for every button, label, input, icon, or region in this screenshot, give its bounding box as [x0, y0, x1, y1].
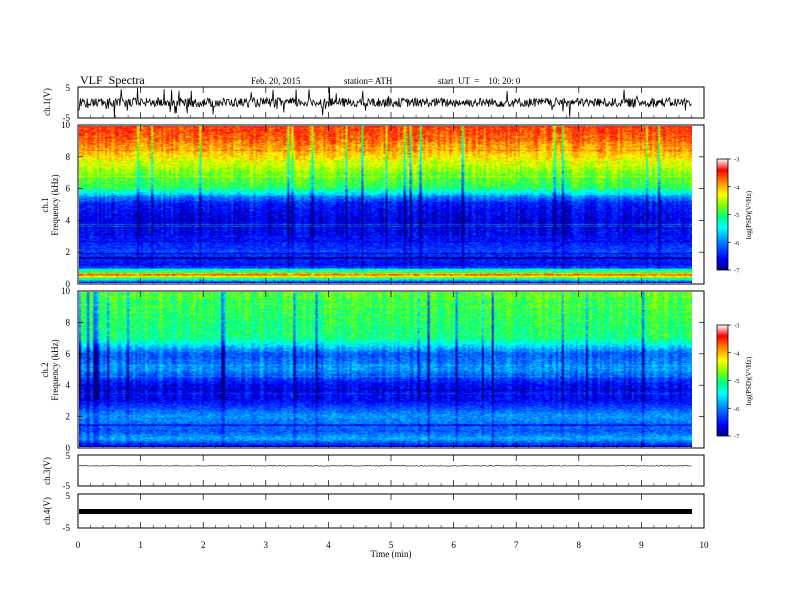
y-tick-label: 6: [66, 184, 71, 194]
ch2-spectrogram-image: [79, 292, 692, 447]
spec1-channel-label: ch.1: [40, 197, 50, 212]
colorbar-1: -3 -4 -5 -6 -7 log(PSD)(V²/Hz): [716, 157, 753, 275]
colorbar-1-label: log(PSD)(V²/Hz): [745, 190, 753, 239]
x-tick-label: 2: [201, 540, 206, 550]
colorbar-tick-label: -6: [734, 406, 740, 413]
ch1-ytick-neg5: -5: [63, 113, 71, 123]
colorbar-2-label: log(PSD)(V²/Hz): [745, 356, 753, 405]
ch2-spectrogram-yticks: 0 2 4 6 8 10: [61, 286, 704, 453]
y-tick-label: 4: [66, 215, 71, 225]
x-tick-label: 0: [76, 540, 81, 550]
colorbar-tick-label: -5: [734, 378, 739, 385]
start-time-label: start UT = 10: 20: 0: [438, 76, 521, 86]
y-tick-label: 0: [66, 443, 71, 453]
y-tick-label: 10: [61, 120, 71, 130]
colorbar-tick-label: -6: [734, 240, 740, 247]
y-tick-label: 8: [66, 317, 71, 327]
ch3-ytick-neg5: -5: [63, 481, 71, 491]
spec1-freq-label: Frequency (kHz): [50, 174, 60, 235]
ch1-spectrogram-image: [79, 126, 692, 283]
ch1-spectrogram-yticks: 0 2 4 6 8 10: [61, 120, 704, 289]
y-tick-label: 6: [66, 349, 71, 359]
spec2-freq-label: Frequency (kHz): [50, 339, 60, 400]
colorbar-tick-label: -5: [734, 212, 739, 219]
y-tick-label: 0: [66, 279, 71, 289]
x-tick-label: 9: [639, 540, 644, 550]
ch3-waveform-trace: [78, 465, 692, 467]
station-label: station= ATH: [344, 76, 393, 86]
ch1-ytick-5: 5: [66, 83, 71, 93]
colorbar-tick-label: -7: [734, 434, 740, 441]
x-tick-label: 10: [700, 540, 710, 550]
ch4-waveform-trace: [79, 509, 692, 514]
y-tick-label: 8: [66, 152, 71, 162]
figure-title: VLF Spectra: [80, 73, 145, 87]
spec2-channel-label: ch.2: [40, 362, 50, 377]
x-tick-label: 4: [326, 540, 331, 550]
ch3-ytick-5: 5: [66, 451, 71, 461]
ch3-ylabel: ch.3(V): [42, 457, 52, 485]
x-axis-label: Time (min): [371, 549, 412, 559]
ch4-ylabel: ch.4(V): [42, 497, 52, 525]
colorbar-2: -3 -4 -5 -6 -7 log(PSD)(V²/Hz): [716, 323, 753, 441]
ch4-ytick-neg5: -5: [63, 523, 71, 533]
x-tick-label: 6: [451, 540, 456, 550]
x-tick-label: 3: [264, 540, 269, 550]
colorbar-tick-label: -4: [734, 184, 740, 191]
y-tick-label: 2: [66, 412, 71, 422]
colorbar-tick-label: -7: [734, 268, 740, 275]
x-axis-ticks: 0 1 2 3 4 5 6 7 8 9 10: [76, 87, 709, 550]
colorbar-tick-label: -3: [734, 157, 739, 164]
x-tick-label: 7: [514, 540, 519, 550]
x-tick-label: 1: [138, 540, 143, 550]
colorbar-tick-label: -3: [734, 323, 739, 330]
ch1-ylabel: ch.1(V): [42, 88, 52, 116]
colorbar-tick-label: -4: [734, 350, 740, 357]
ch1-waveform-trace: [78, 87, 692, 118]
y-tick-label: 4: [66, 380, 71, 390]
ch4-ytick-5: 5: [66, 491, 71, 501]
y-tick-label: 10: [61, 286, 71, 296]
x-tick-label: 8: [577, 540, 582, 550]
x-tick-label: 5: [389, 540, 394, 550]
y-tick-label: 2: [66, 247, 71, 257]
date-label: Feb. 20, 2015: [251, 76, 301, 86]
